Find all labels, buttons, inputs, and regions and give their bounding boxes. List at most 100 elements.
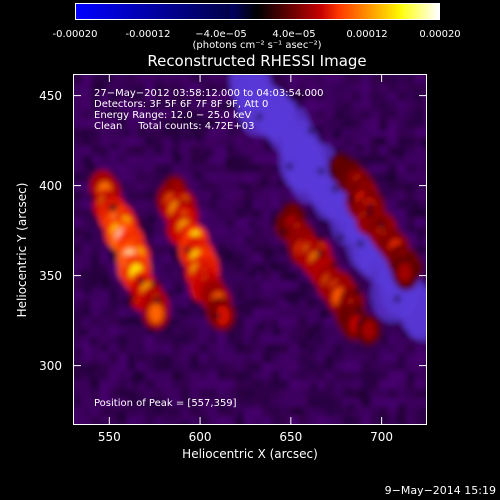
heatmap-cell — [163, 317, 173, 327]
heatmap-cell — [271, 155, 281, 165]
heatmap-cell — [235, 146, 245, 156]
heatmap-cell — [226, 92, 236, 102]
heatmap-cell — [118, 173, 128, 183]
heatmap-cell — [316, 110, 326, 120]
heatmap-cell — [244, 227, 254, 237]
heatmap-cell — [307, 101, 317, 111]
heatmap-cell — [226, 209, 236, 219]
heatmap-cell — [424, 272, 427, 282]
heatmap-cell — [307, 299, 317, 309]
heatmap-speckle — [175, 307, 182, 314]
heatmap-cell — [172, 137, 182, 147]
heatmap-cell — [136, 218, 146, 228]
heatmap-cell — [271, 236, 281, 246]
heatmap-cell — [190, 344, 200, 354]
heatmap-speckle — [321, 219, 328, 226]
heatmap-cell — [253, 389, 263, 399]
heatmap-cell — [262, 308, 272, 318]
heatmap-cell — [361, 74, 371, 84]
heatmap-cell — [361, 119, 371, 129]
heatmap-cell — [406, 407, 416, 417]
heatmap-cell — [244, 281, 254, 291]
heatmap-cell — [172, 380, 182, 390]
heatmap-speckle — [91, 280, 98, 287]
heatmap-speckle — [85, 369, 92, 376]
heatmap-cell — [370, 92, 380, 102]
heatmap-cell — [208, 173, 218, 183]
heatmap-cell — [415, 146, 425, 156]
heatmap-cell — [244, 362, 254, 372]
heatmap-cell — [226, 173, 236, 183]
heatmap-cell — [406, 389, 416, 399]
heatmap-speckle — [311, 382, 318, 389]
heatmap-cell — [118, 290, 128, 300]
heatmap-cell — [343, 254, 353, 264]
heatmap-cell — [73, 272, 83, 282]
heatmap-speckle — [307, 333, 314, 340]
heatmap-cell — [235, 200, 245, 210]
x-tick-label: 650 — [279, 430, 303, 444]
heatmap-cell — [334, 119, 344, 129]
heatmap-cell — [145, 164, 155, 174]
heatmap-cell — [406, 137, 416, 147]
heatmap-cell — [262, 218, 272, 228]
heatmap-cell — [181, 92, 191, 102]
heatmap-cell — [82, 218, 92, 228]
heatmap-cell — [298, 380, 308, 390]
heatmap-cell — [244, 371, 254, 381]
heatmap-cell — [145, 83, 155, 93]
y-axis-label: Heliocentric Y (arcsec) — [15, 182, 29, 318]
heatmap-cell — [118, 137, 128, 147]
heatmap-cell — [154, 227, 164, 237]
heatmap-cell — [172, 353, 182, 363]
heatmap-speckle — [289, 272, 296, 279]
heatmap-cell — [136, 128, 146, 138]
heatmap-cell — [397, 164, 407, 174]
heatmap-cell — [208, 380, 218, 390]
heatmap-cell — [235, 119, 245, 129]
heatmap-speckle — [357, 144, 364, 151]
heatmap-speckle — [227, 145, 234, 152]
heatmap-cell — [370, 380, 380, 390]
heatmap-cell — [352, 362, 362, 372]
heatmap-cell — [118, 353, 128, 363]
heatmap-speckle — [270, 262, 277, 269]
heatmap-speckle — [401, 330, 408, 337]
heatmap-cell — [325, 398, 335, 408]
heatmap-speckle — [131, 317, 138, 324]
heatmap-cell — [388, 128, 398, 138]
heatmap-cell — [289, 371, 299, 381]
heatmap-cell — [109, 308, 119, 318]
heatmap-cell — [163, 254, 173, 264]
heatmap-cell — [406, 119, 416, 129]
heatmap-cell — [379, 164, 389, 174]
heatmap-cell — [325, 317, 335, 327]
heatmap-cell — [217, 344, 227, 354]
heatmap-cell — [136, 101, 146, 111]
heatmap-cell — [154, 182, 164, 192]
heatmap-speckle — [407, 225, 414, 232]
heatmap-cell — [325, 227, 335, 237]
heatmap-cell — [352, 92, 362, 102]
heatmap-cell — [73, 191, 83, 201]
heatmap-cell — [316, 389, 326, 399]
heatmap-cell — [253, 407, 263, 417]
heatmap-cell — [109, 281, 119, 291]
heatmap-cell — [100, 299, 110, 309]
heatmap-cell — [109, 263, 119, 273]
heatmap-cell — [280, 335, 290, 345]
heatmap-cell — [226, 389, 236, 399]
heatmap-cell — [163, 155, 173, 165]
heatmap-cell — [289, 263, 299, 273]
heatmap-cell — [235, 128, 245, 138]
heatmap-cell — [235, 317, 245, 327]
heatmap-cell — [235, 272, 245, 282]
heatmap-cell — [181, 362, 191, 372]
heatmap-cell — [163, 263, 173, 273]
colorbar-tick-label: 4.0e−05 — [272, 29, 316, 40]
heatmap-cell — [235, 353, 245, 363]
heatmap-cell — [406, 74, 416, 84]
heatmap-cell — [298, 281, 308, 291]
heatmap-speckle — [243, 183, 250, 190]
heatmap-cell — [388, 398, 398, 408]
